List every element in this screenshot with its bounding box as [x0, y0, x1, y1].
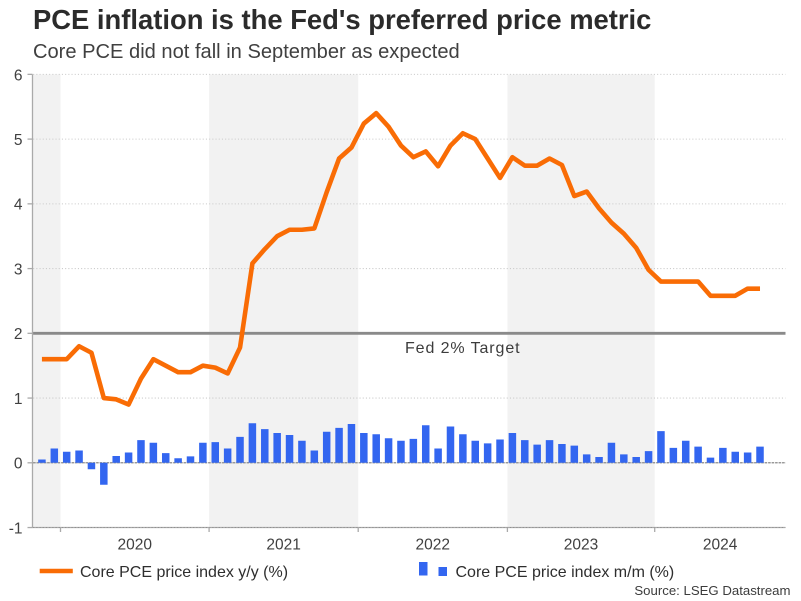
- svg-text:Core PCE price index y/y (%): Core PCE price index y/y (%): [80, 564, 288, 581]
- svg-text:2023: 2023: [564, 537, 598, 554]
- svg-text:5: 5: [14, 132, 23, 149]
- svg-text:6: 6: [14, 67, 23, 84]
- svg-text:2020: 2020: [118, 537, 153, 554]
- svg-text:Fed 2% Target: Fed 2% Target: [405, 340, 520, 357]
- svg-text:Core PCE did not fall in Septe: Core PCE did not fall in September as ex…: [33, 41, 460, 63]
- svg-text:0: 0: [14, 456, 23, 473]
- svg-text:Source: LSEG Datastream: Source: LSEG Datastream: [634, 583, 790, 598]
- svg-text:4: 4: [14, 197, 23, 214]
- svg-text:-1: -1: [9, 520, 23, 537]
- svg-text:3: 3: [14, 261, 23, 278]
- svg-text:PCE inflation is the Fed's pre: PCE inflation is the Fed's preferred pri…: [33, 4, 651, 35]
- svg-text:Core PCE price index m/m (%): Core PCE price index m/m (%): [456, 564, 675, 581]
- svg-text:1: 1: [14, 391, 23, 408]
- svg-text:2: 2: [14, 326, 23, 343]
- svg-text:2022: 2022: [416, 537, 450, 554]
- svg-text:2021: 2021: [266, 537, 300, 554]
- svg-text:2024: 2024: [703, 537, 738, 554]
